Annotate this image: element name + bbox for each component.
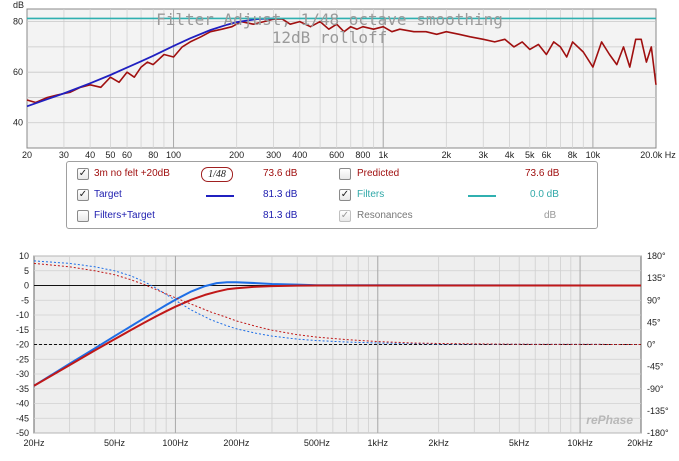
bottom-y2-tick-label: -45° [647, 362, 664, 372]
bottom-series-0-magnitude-line [33, 281, 642, 387]
bottom-y2-tick-label: -90° [647, 384, 664, 394]
bottom-series-3-phase-line [33, 262, 642, 345]
top-x-tick-label: 100 [166, 150, 181, 160]
top-x-tick-label: 3k [478, 150, 488, 160]
bottom-x-tick-label: 5kHz [509, 438, 530, 448]
top-x-tick-label: 400 [292, 150, 307, 160]
bottom-y-tick-label: -30 [16, 369, 29, 379]
legend-value-predicted: 73.6 dB [525, 168, 560, 179]
bottom-y-tick-label: -40 [16, 399, 29, 409]
rephase-watermark: rePhase [586, 413, 633, 427]
top-x-tick-label: 6k [542, 150, 552, 160]
bottom-y-tick-label: -45 [16, 413, 29, 423]
bottom-y-tick-label: -50 [16, 428, 29, 438]
top-x-tick-label: 20 [22, 150, 32, 160]
legend-label-filters-target: Filters+Target [94, 210, 155, 221]
bottom-y2-tick-label: -180° [647, 428, 669, 438]
top-chart-subtitle: 12dB rolloff [272, 28, 388, 47]
top-x-tick-label: 200 [229, 150, 244, 160]
legend-label-filters: Filters [357, 189, 385, 200]
bottom-x-tick-label: 50Hz [104, 438, 126, 448]
legend-value-measurement: 73.6 dB [263, 168, 298, 179]
bottom-x-tick-label: 20Hz [23, 438, 45, 448]
smoothing-button[interactable]: 1/48 [201, 167, 233, 182]
bottom-y-tick-label: -25 [16, 354, 29, 364]
bottom-x-tick-label: 200Hz [223, 438, 250, 448]
top-x-tick-label: 80 [148, 150, 158, 160]
filters-line-swatch [468, 195, 496, 197]
bottom-x-tick-label: 10kHz [567, 438, 593, 448]
top-series-target-line [26, 17, 274, 108]
top-x-tick-label: 5k [525, 150, 535, 160]
bottom-series-1-magnitude-line [33, 284, 641, 387]
bottom-x-tick-label: 1kHz [368, 438, 389, 448]
top-y-tick-label: 40 [13, 118, 23, 128]
bottom-y-tick-label: -15 [16, 325, 29, 335]
bottom-y-tick-label: 10 [19, 251, 29, 261]
bottom-y-tick-label: -10 [16, 310, 29, 320]
checkbox-filters-target[interactable] [77, 210, 89, 222]
bottom-series-2-phase-line [33, 260, 642, 345]
legend-label-measurement: 3m no felt +20dB [94, 168, 170, 179]
bottom-y-tick-label: -5 [21, 295, 29, 305]
legend-panel: ✓ 3m no felt +20dB 1/48 73.6 dB Predicte… [66, 161, 598, 229]
top-x-tick-label: 10k [586, 150, 601, 160]
bottom-y2-tick-label: -135° [647, 406, 669, 416]
bottom-y-tick-label: -20 [16, 340, 29, 350]
top-x-tick-label: 1k [378, 150, 388, 160]
legend-label-predicted: Predicted [357, 168, 400, 179]
bottom-y2-tick-label: 135° [647, 273, 666, 283]
legend-label-resonances: Resonances [357, 210, 413, 221]
legend-label-target: Target [94, 189, 122, 200]
top-x-tick-label: 600 [329, 150, 344, 160]
top-x-tick-label: 30 [59, 150, 69, 160]
bottom-x-tick-label: 20kHz [627, 438, 653, 448]
top-x-tick-label: 4k [505, 150, 515, 160]
checkbox-resonances[interactable]: ✓ [339, 210, 351, 222]
legend-value-filters-target: 81.3 dB [263, 210, 298, 221]
top-x-tick-label: 20.0k Hz [640, 150, 676, 160]
bottom-y2-tick-label: 45° [647, 317, 661, 327]
smoothing-value: 1/48 [208, 169, 226, 180]
top-chart-title: Filter Adjust, 1/48 octave smoothing [156, 10, 503, 29]
legend-value-target: 81.3 dB [263, 189, 298, 200]
bottom-x-tick-label: 2kHz [428, 438, 449, 448]
top-y-tick-label: 60 [13, 67, 23, 77]
bottom-y2-tick-label: 0° [647, 340, 656, 350]
bottom-y2-tick-label: 180° [647, 251, 666, 261]
legend-value-filters: 0.0 dB [530, 189, 559, 200]
top-y-axis-label: dB [13, 0, 24, 10]
bottom-x-tick-label: 500Hz [304, 438, 331, 448]
top-x-tick-label: 60 [122, 150, 132, 160]
bottom-y-tick-label: -35 [16, 384, 29, 394]
checkbox-predicted[interactable] [339, 168, 351, 180]
bottom-y-tick-label: 0 [24, 281, 29, 291]
bottom-y-tick-label: 5 [24, 266, 29, 276]
top-x-tick-label: 8k [568, 150, 578, 160]
top-x-tick-label: 300 [266, 150, 281, 160]
top-x-tick-label: 50 [105, 150, 115, 160]
top-y-tick-label: 80 [13, 17, 23, 27]
legend-value-resonances: dB [544, 210, 557, 221]
top-plot-area [26, 8, 657, 149]
top-x-tick-label: 40 [85, 150, 95, 160]
target-line-swatch [206, 195, 234, 197]
bottom-x-tick-label: 100Hz [162, 438, 189, 448]
bottom-y2-tick-label: 90° [647, 295, 661, 305]
top-x-tick-label: 800 [355, 150, 370, 160]
top-series-measurement-line [26, 18, 657, 104]
checkbox-target[interactable]: ✓ [77, 189, 89, 201]
top-x-tick-label: 2k [442, 150, 452, 160]
checkbox-filters[interactable]: ✓ [339, 189, 351, 201]
checkbox-measurement[interactable]: ✓ [77, 168, 89, 180]
